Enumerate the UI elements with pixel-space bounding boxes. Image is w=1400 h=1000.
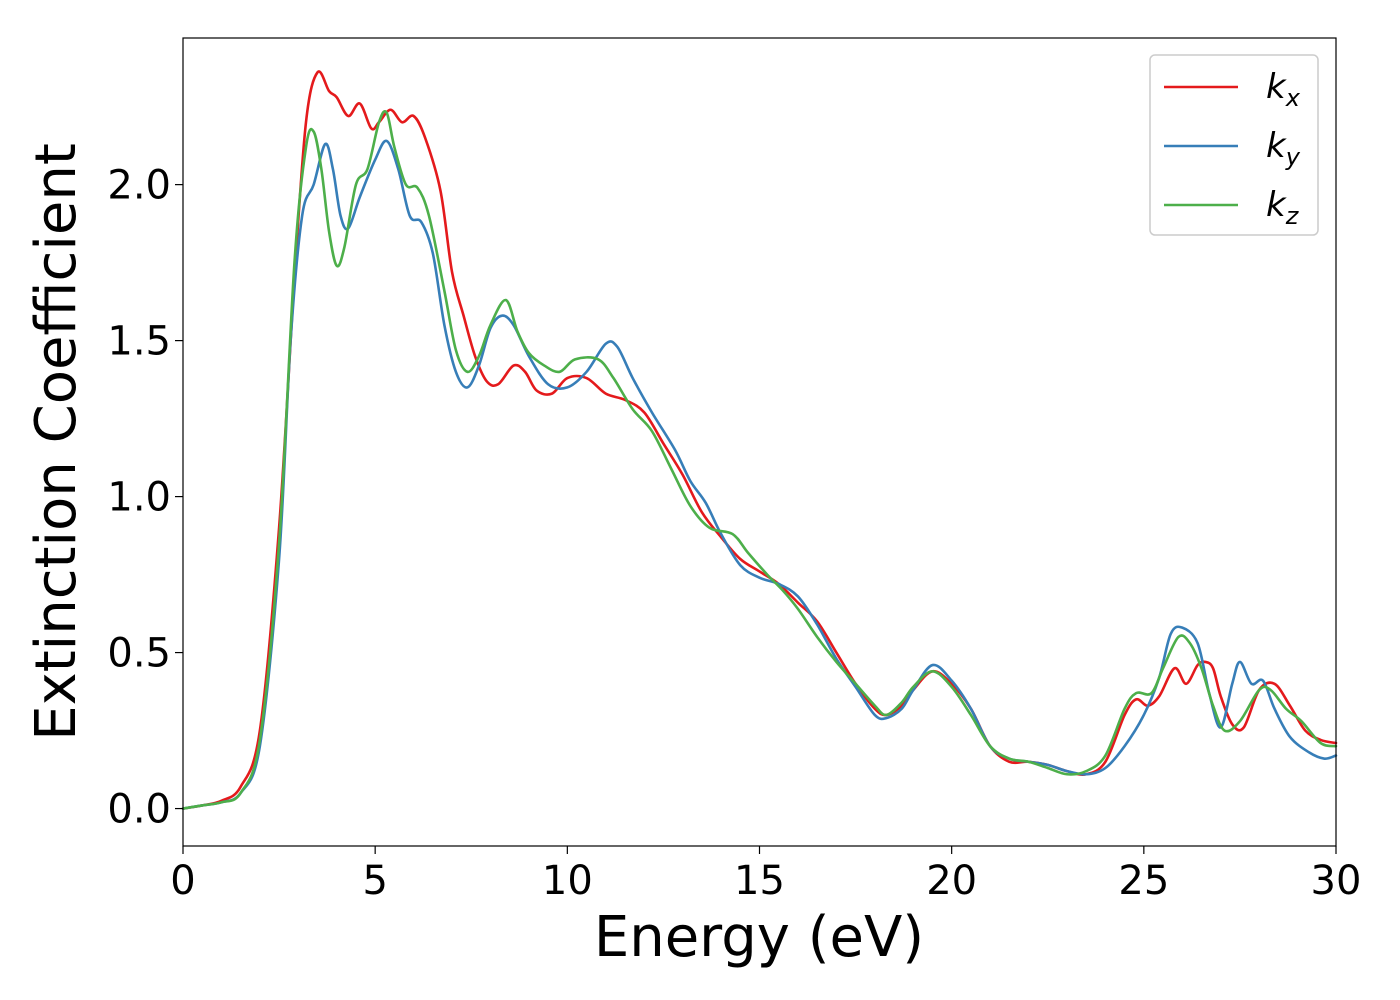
y-tick-label: 0.5 xyxy=(107,631,171,677)
x-tick-label: 5 xyxy=(362,858,387,904)
x-tick-label: 25 xyxy=(1118,858,1169,904)
legend: kx ky kz xyxy=(1149,54,1319,236)
x-tick-label: 20 xyxy=(926,858,977,904)
series-line-k-x xyxy=(181,70,1338,810)
legend-label-k-y: ky xyxy=(1266,126,1301,171)
y-tick-label: 1.0 xyxy=(107,475,171,521)
legend-label-k-x: kx xyxy=(1266,67,1301,112)
plot-area xyxy=(181,70,1338,810)
series-line-k-z xyxy=(181,109,1338,810)
y-axis: 0.0 0.5 1.0 1.5 2.0 xyxy=(107,163,183,833)
y-tick-label: 1.5 xyxy=(107,319,171,365)
legend-label-k-z: kz xyxy=(1266,185,1300,230)
x-tick-label: 30 xyxy=(1311,858,1362,904)
x-axis: 0 5 10 15 20 25 30 xyxy=(170,846,1361,904)
y-tick-label: 2.0 xyxy=(107,163,171,209)
y-axis-title: Extinction Coefficient xyxy=(24,143,89,741)
x-tick-label: 0 xyxy=(170,858,195,904)
x-tick-label: 10 xyxy=(542,858,593,904)
series-line-k-y xyxy=(181,139,1338,810)
x-axis-title: Energy (eV) xyxy=(594,905,924,970)
x-tick-label: 15 xyxy=(734,858,785,904)
y-tick-label: 0.0 xyxy=(107,787,171,833)
